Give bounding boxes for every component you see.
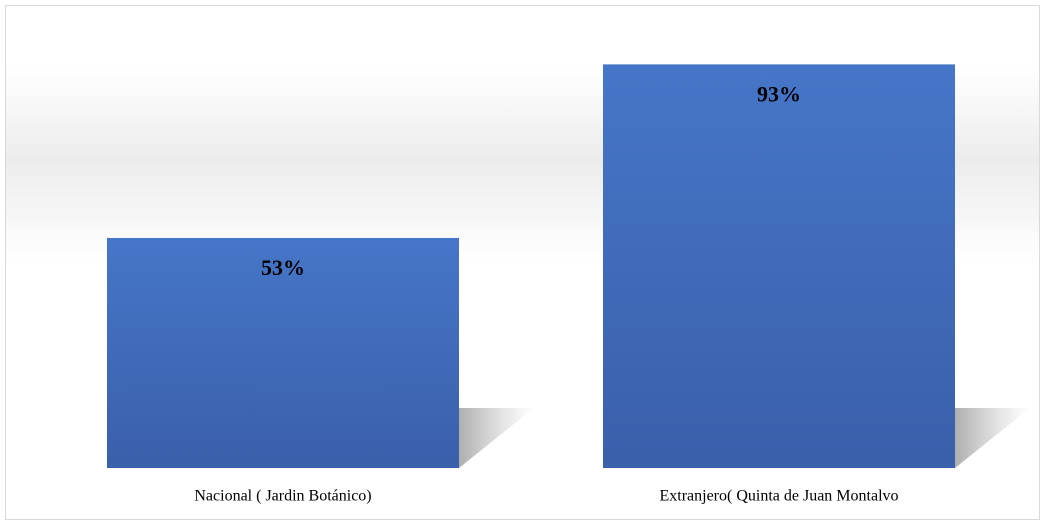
bar <box>107 237 459 468</box>
x-tick-label: Extranjero( Quinta de Juan Montalvo <box>659 488 898 505</box>
data-label: 53% <box>261 255 305 280</box>
bar-shadow <box>459 408 534 468</box>
plot: 53% Nacional ( Jardin Botánico) 93% Extranj… <box>107 64 1030 505</box>
data-label: 93% <box>757 81 801 106</box>
bar <box>603 64 955 468</box>
bar-shadow <box>955 408 1030 468</box>
x-tick-label: Nacional ( Jardin Botánico) <box>194 488 371 505</box>
